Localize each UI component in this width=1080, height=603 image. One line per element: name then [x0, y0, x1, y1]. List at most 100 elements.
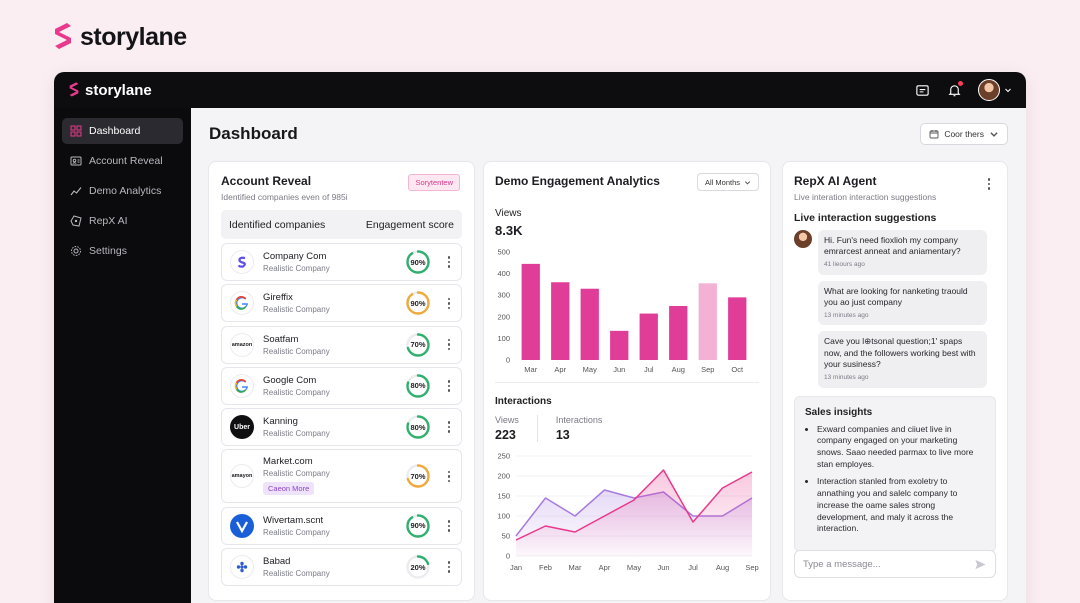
brand-name: storylane: [80, 22, 187, 51]
company-badge[interactable]: Caeon More: [263, 482, 315, 496]
company-logo-icon: amazon: [230, 332, 254, 357]
company-name: Babad: [263, 556, 291, 568]
chat-bubble: What are looking for nanketing traould y…: [818, 280, 987, 326]
sidebar: Dashboard Account Reveal Demo Analytics …: [54, 108, 191, 603]
status-badge[interactable]: Sorytentew: [408, 174, 460, 191]
message-time: 41 lieours ago: [824, 260, 865, 268]
company-name: Kanning: [263, 416, 298, 428]
page-title: Dashboard: [209, 124, 298, 143]
series-area: [516, 470, 752, 556]
chevron-down-icon: [990, 132, 998, 137]
bell-icon[interactable]: [946, 81, 963, 98]
inbox-icon[interactable]: [914, 82, 930, 98]
sidebar-item-repx-ai[interactable]: RepX AI: [62, 208, 183, 234]
y-tick-label: 500: [497, 248, 510, 257]
chat-message: Cave you l⊕tsonal question;1' spaps now,…: [794, 331, 996, 388]
chevron-down-icon: [744, 180, 751, 184]
bar: [551, 282, 570, 360]
sidebar-item-settings[interactable]: Settings: [62, 238, 183, 264]
engagement-score: 90%: [410, 298, 426, 308]
y-tick-label: 300: [497, 291, 510, 300]
chat-message: Hi. Fun's need fioxlioh my company emrar…: [794, 230, 996, 275]
grid-icon: [70, 125, 82, 137]
x-tick-label: Mar: [569, 563, 582, 572]
message-input-placeholder: Type a message...: [803, 558, 881, 570]
card-subtitle: Live interation interaction suggestions: [794, 192, 937, 202]
more-options-icon[interactable]: [445, 338, 453, 351]
card-title: RepX AI Agent: [794, 174, 877, 188]
bar: [580, 288, 599, 360]
storylane-logo-icon: [69, 82, 79, 97]
company-type: Realistic Company: [263, 346, 330, 356]
chevron-down-icon: [1005, 88, 1011, 93]
stat-label: Interactions: [555, 415, 603, 425]
company-row[interactable]: amayon Market.com Realistic Company Caeon M…: [221, 449, 462, 504]
stat-value: 223: [495, 428, 516, 442]
more-options-icon[interactable]: [445, 256, 453, 268]
calendar-icon: [929, 130, 939, 139]
company-type: Realistic Company: [263, 305, 330, 315]
engagement-score-ring: 80%: [405, 414, 431, 440]
y-tick-label: 200: [497, 472, 510, 481]
company-row[interactable]: Wivertam.scnt Realistic Company 90%: [221, 506, 462, 545]
date-range-button[interactable]: Coor thers: [920, 123, 1008, 145]
sidebar-item-dashboard[interactable]: Dashboard: [62, 118, 183, 144]
y-tick-label: 200: [497, 312, 510, 321]
x-tick-label: Jun: [657, 563, 669, 572]
ai-icon: [70, 215, 82, 227]
x-tick-label: Aug: [672, 365, 685, 374]
engagement-score: 70%: [410, 340, 426, 350]
engagement-score-ring: 70%: [405, 463, 431, 489]
engagement-score-ring: 90%: [405, 513, 431, 539]
send-icon[interactable]: [974, 558, 987, 571]
company-row[interactable]: amazon Soatfam Realistic Company 70%: [221, 325, 462, 364]
card-title: Demo Engagement Analytics: [495, 174, 660, 188]
sidebar-item-label: Demo Analytics: [89, 185, 162, 197]
more-options-icon[interactable]: [445, 561, 453, 573]
message-time: 13 minutes ago: [824, 373, 869, 381]
user-menu[interactable]: [978, 79, 1012, 101]
avatar: [978, 79, 1000, 101]
card-title: Account Reveal: [221, 174, 312, 188]
sidebar-item-label: Dashboard: [89, 125, 141, 137]
sales-insights-panel: Sales insights Exward companies and ciiu…: [794, 395, 996, 553]
gear-icon: [71, 246, 81, 256]
company-row[interactable]: Gireffix Realistic Company 90%: [221, 284, 462, 323]
engagement-score-ring: 90%: [405, 290, 431, 316]
more-options-icon[interactable]: [985, 178, 993, 190]
bar: [669, 306, 688, 360]
x-tick-label: May: [627, 563, 641, 572]
views-label: Views: [495, 208, 522, 219]
topbar-brand[interactable]: storylane: [68, 80, 152, 100]
y-tick-label: 0: [506, 552, 510, 561]
engagement-score-ring: 70%: [405, 332, 431, 358]
more-options-icon[interactable]: [445, 421, 453, 433]
company-row[interactable]: Company Com Realistic Company 90%: [221, 243, 462, 281]
y-tick-label: 400: [497, 269, 510, 278]
company-name: Soatfam: [263, 333, 299, 345]
company-logo-icon: [230, 513, 254, 538]
company-row[interactable]: Uber Kanning Realistic Company 80%: [221, 408, 462, 447]
more-options-icon[interactable]: [445, 380, 453, 392]
x-tick-label: Apr: [599, 563, 611, 572]
more-options-icon[interactable]: [445, 297, 453, 310]
engagement-score-ring: 90%: [405, 249, 431, 275]
company-type: Realistic Company: [263, 429, 330, 439]
x-tick-label: Feb: [539, 563, 552, 572]
more-options-icon[interactable]: [445, 470, 453, 483]
more-options-icon[interactable]: [445, 520, 453, 532]
chat-bubble: Hi. Fun's need fioxlioh my company emrar…: [818, 230, 987, 275]
uber-logo-icon: Uber: [230, 415, 254, 440]
message-input[interactable]: Type a message...: [794, 550, 996, 578]
company-row[interactable]: Google Com Realistic Company 80%: [221, 366, 462, 405]
column-header-companies: Identified companies: [229, 218, 326, 231]
company-type: Realistic Company: [263, 569, 330, 579]
month-filter-label: All Months: [704, 177, 740, 187]
company-type: Realistic Company: [263, 527, 330, 537]
company-row[interactable]: Babad Realistic Company 20%: [221, 548, 462, 587]
month-filter-select[interactable]: All Months: [696, 173, 759, 191]
engagement-score: 20%: [410, 562, 426, 572]
sidebar-item-account-reveal[interactable]: Account Reveal: [62, 148, 183, 174]
sidebar-item-demo-analytics[interactable]: Demo Analytics: [62, 178, 183, 204]
interactions-stat: Interactions 13: [536, 415, 621, 442]
